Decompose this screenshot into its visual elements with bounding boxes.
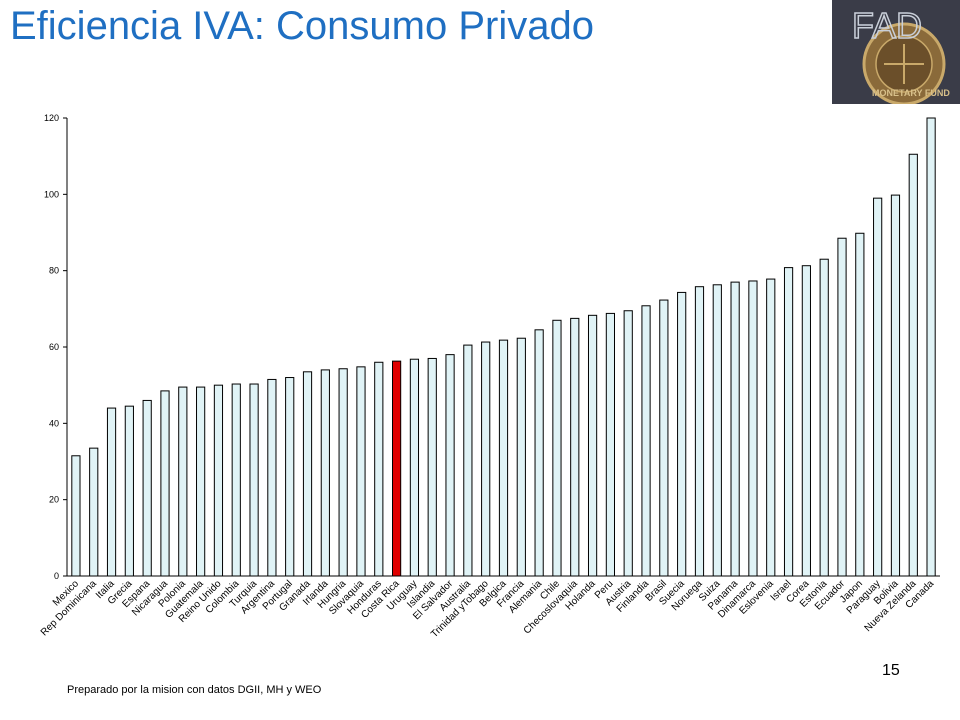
bar-mexico xyxy=(71,455,81,577)
bar-brasil xyxy=(659,299,669,577)
bar-suiza xyxy=(712,284,722,577)
bar-holanda xyxy=(587,314,598,577)
bar-alemania xyxy=(534,329,544,577)
bar-portugal xyxy=(285,377,295,577)
bar-peru xyxy=(605,312,615,577)
bar-paraguay xyxy=(873,197,883,577)
bar-uruguay xyxy=(409,358,420,577)
bar-eslovenia xyxy=(766,278,776,577)
bar-colombia xyxy=(231,383,241,577)
imf-seal-logo-graphic: FAD MONETARY FUND xyxy=(832,0,960,106)
bar-trinidad-ytobago xyxy=(481,341,491,577)
bar-honduras xyxy=(374,361,384,577)
page-number: 15 xyxy=(882,662,900,679)
imf-seal-logo: FAD MONETARY FUND xyxy=(832,0,960,106)
bar-panama xyxy=(730,281,740,577)
bar-polonia xyxy=(178,386,188,577)
bar-irlanda xyxy=(320,369,330,577)
bar-islandia xyxy=(427,357,437,577)
bar-argentina xyxy=(267,378,277,577)
bars xyxy=(71,117,936,577)
bar-rep-dominicana xyxy=(89,447,99,577)
bar-japon xyxy=(855,232,865,577)
bar-corea xyxy=(801,265,811,577)
y-tick-label: 60 xyxy=(49,342,59,352)
bar-australia xyxy=(463,344,473,577)
source-note: Preparado por la mision con datos DGII, … xyxy=(67,684,322,696)
bar-espana xyxy=(142,399,152,577)
y-tick-label: 100 xyxy=(44,189,59,199)
bar-chile xyxy=(552,319,562,577)
bar-slovaquia xyxy=(356,366,366,577)
bar-canada xyxy=(926,117,936,577)
bar-ecuador xyxy=(837,237,847,577)
bar-noruega xyxy=(694,286,705,577)
bar-granada xyxy=(302,371,313,577)
y-tick-label: 120 xyxy=(44,113,59,123)
bar-belgica xyxy=(498,339,509,577)
bar-israel xyxy=(783,267,794,577)
bar-checoslovaquia xyxy=(570,317,580,577)
y-tick-label: 0 xyxy=(54,571,59,581)
bar-turquia xyxy=(249,383,259,577)
bar-bolivia xyxy=(890,194,901,577)
bar-italia xyxy=(106,407,117,577)
y-tick-label: 40 xyxy=(49,418,59,428)
slide-title: Eficiencia IVA: Consumo Privado xyxy=(10,4,594,48)
bar-suecia xyxy=(677,291,687,577)
bar-grecia xyxy=(124,405,134,577)
logo-text: FAD xyxy=(852,5,922,46)
logo-seal-text: MONETARY FUND xyxy=(872,88,950,98)
bar-nueva-zelanda xyxy=(908,153,918,577)
bar-francia xyxy=(516,337,526,577)
bar-hungria xyxy=(338,368,348,577)
bar-guatemala xyxy=(196,386,206,577)
y-tick-label: 20 xyxy=(49,495,59,505)
bar-nicaragua xyxy=(160,390,170,577)
bar-dinamarca xyxy=(748,280,758,577)
bar-estonia xyxy=(819,258,829,577)
bar-finlandia xyxy=(641,305,651,577)
bar-reino-unido xyxy=(213,384,224,577)
bar-costa-rica xyxy=(392,360,402,577)
y-tick-label: 80 xyxy=(49,266,59,276)
bar-el-salvador xyxy=(445,354,455,577)
bar-austria xyxy=(623,310,633,577)
